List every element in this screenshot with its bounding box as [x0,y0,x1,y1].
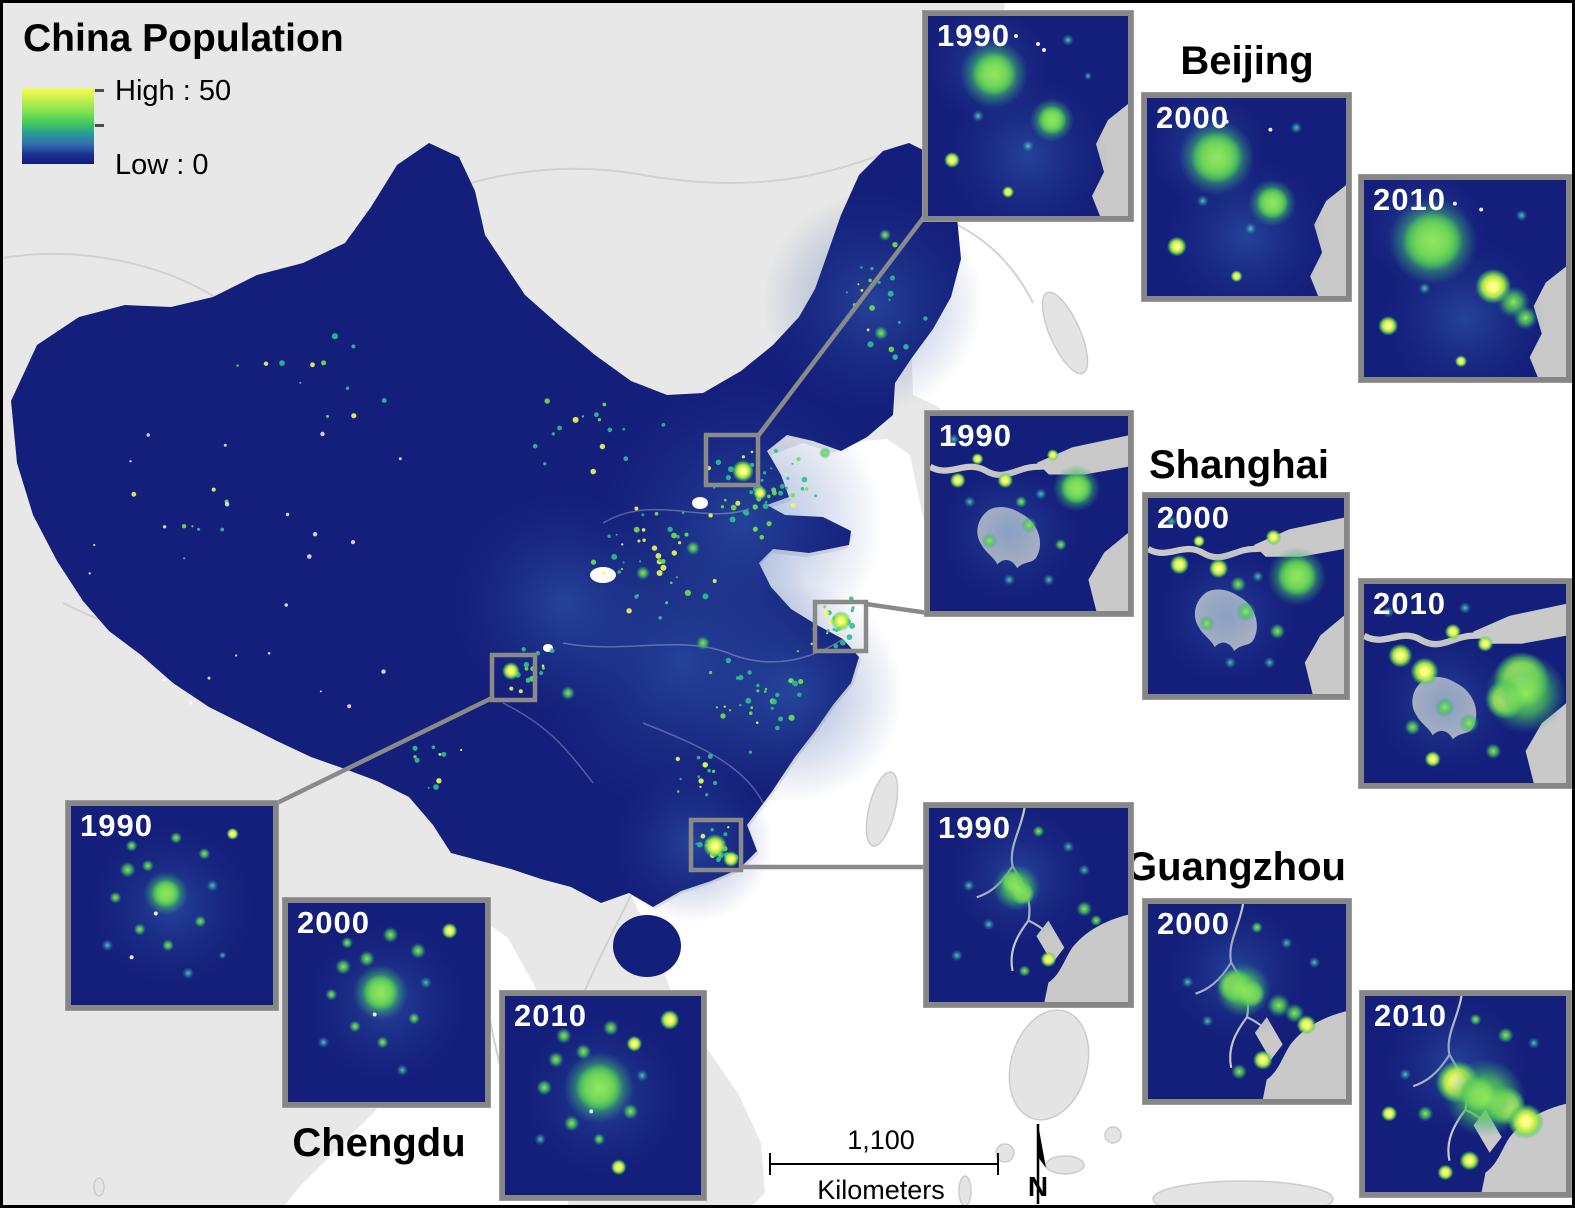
scalebar-tick-left [769,1153,771,1175]
inset-year-label: 2000 [1157,906,1230,941]
inset-year-label: 2000 [1157,500,1230,535]
inset-year-label: 1990 [938,810,1011,845]
legend-tick-high [95,89,104,92]
inset-chengdu-2010: 2010 [500,991,706,1200]
inset-year-label: 1990 [939,418,1012,453]
legend-low-label: Low : 0 [115,149,209,181]
inset-connectors [274,215,929,870]
legend-tick-mid [95,124,104,127]
inset-year-label: 2010 [1373,586,1446,621]
chengdu-extent-box [489,652,538,703]
islands [93,291,1334,1205]
beijing-connector [756,215,926,438]
inset-year-label: 1990 [80,808,153,843]
map-title: China Population [23,17,344,60]
city-title-guangzhou: Guangzhou [1126,845,1346,889]
inset-guangzhou-2000: 2000 [1143,899,1351,1104]
legend-color-ramp [22,88,94,164]
city-title-chengdu: Chengdu [292,1121,466,1165]
inset-shanghai-1990: 1990 [925,411,1133,616]
scalebar-unit: Kilometers [817,1175,945,1205]
inset-chengdu-1990: 1990 [66,801,278,1010]
inset-year-label: 2010 [1373,182,1446,217]
extent-boxes [489,432,869,873]
guangzhou-extent-box [688,817,744,873]
beijing-extent-box [703,432,761,488]
shanghai-extent-box [812,599,869,654]
scalebar-tick-right [997,1153,999,1175]
lakes [543,497,708,652]
japan-island [1041,291,1089,375]
inset-year-label: 2000 [297,905,370,940]
inset-year-label: 1990 [937,18,1010,53]
metro-glows [502,229,891,867]
inset-chengdu-2000: 2000 [283,898,490,1107]
north-label: N [1027,1171,1049,1202]
inset-beijing-1990: 1990 [923,11,1133,221]
legend-high-label: High : 50 [115,75,232,107]
luzon-island [1008,1009,1090,1121]
chengdu-connector [274,695,493,807]
north-arrow-icon [1036,1124,1046,1204]
inset-year-label: 2010 [514,998,587,1033]
scalebar-distance: 1,100 [847,1125,915,1155]
inset-year-label: 2000 [1156,100,1229,135]
inset-shanghai-2010: 2010 [1359,579,1571,788]
inset-year-label: 2010 [1374,998,1447,1033]
city-title-beijing: Beijing [1180,39,1314,83]
hainan-island [613,915,681,977]
inset-shanghai-2000: 2000 [1143,493,1349,699]
city-title-shanghai: Shanghai [1148,443,1330,487]
inset-beijing-2000: 2000 [1142,93,1351,301]
inset-guangzhou-1990: 1990 [924,803,1133,1007]
inset-beijing-2010: 2010 [1359,175,1571,382]
inset-guangzhou-2010: 2010 [1360,991,1571,1197]
shanghai-connector [865,601,929,616]
taiwan-island [865,771,899,847]
scalebar-line [770,1163,998,1165]
